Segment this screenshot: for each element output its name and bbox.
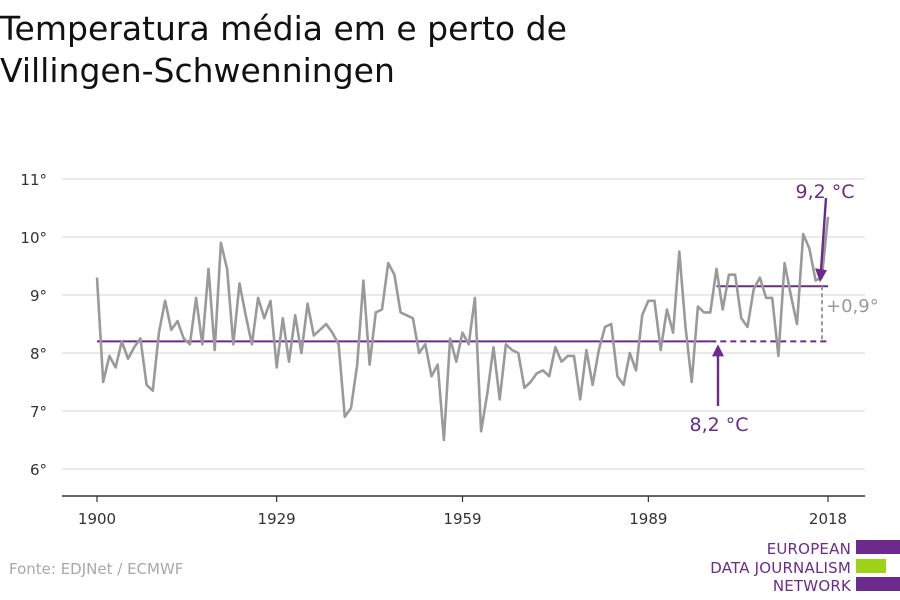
chart-title-line-2: Villingen-Schwenningen: [0, 51, 395, 90]
logo-bar-green: [856, 559, 886, 573]
chart-title: Temperatura média em e perto de Villinge…: [0, 8, 760, 92]
y-tick-label: 6°: [30, 461, 47, 479]
logo-text-line-2: DATA JOURNALISM: [710, 559, 851, 577]
x-tick-label: 1929: [258, 510, 296, 528]
x-tick-label: 1989: [629, 510, 667, 528]
logo-text-line-3: NETWORK: [772, 577, 851, 595]
x-tick-label: 1900: [78, 510, 116, 528]
logo-bar-purple-bottom: [856, 577, 900, 591]
recent-arrow-head: [815, 268, 827, 283]
y-tick-label: 8°: [30, 345, 47, 363]
baseline-arrow-head: [712, 344, 724, 357]
y-tick-label: 9°: [30, 287, 47, 305]
source-note: Fonte: EDJNet / ECMWF: [9, 560, 184, 578]
recent-arrow-shaft: [819, 197, 828, 271]
x-tick-label: 2018: [809, 510, 847, 528]
y-tick-label: 7°: [30, 403, 47, 421]
baseline-average-label: 8,2 °C: [689, 414, 748, 436]
grid-lines: [62, 178, 865, 470]
y-tick-label: 10°: [20, 229, 47, 247]
y-tick-label: 11°: [20, 171, 47, 189]
temperature-series-line: [95, 216, 830, 442]
recent-average-label: 9,2 °C: [795, 181, 854, 203]
edjnet-logo: EUROPEAN DATA JOURNALISM NETWORK: [700, 538, 900, 598]
logo-bar-purple-top: [856, 540, 900, 554]
y-axis-ticks: 6° 7° 8° 9° 10° 11°: [20, 171, 47, 479]
logo-bar-row-2: [856, 559, 900, 573]
x-tick-label: 1959: [443, 510, 481, 528]
logo-text-line-1: EUROPEAN: [766, 540, 851, 558]
difference-label: +0,9°: [826, 296, 879, 317]
annotations: 9,2 °C 8,2 °C +0,9°: [689, 181, 878, 436]
reference-lines: [97, 285, 828, 343]
chart-title-line-1: Temperatura média em e perto de: [0, 9, 567, 48]
x-axis: 1900 1929 1959 1989 2018: [62, 495, 865, 528]
